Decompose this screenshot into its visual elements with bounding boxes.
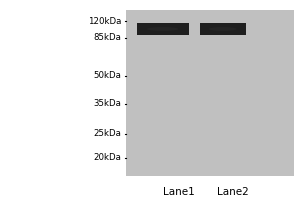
Text: 35kDa: 35kDa [94, 99, 122, 108]
Text: 85kDa: 85kDa [94, 33, 122, 43]
Text: Lane2: Lane2 [217, 187, 248, 197]
Text: 25kDa: 25kDa [94, 130, 122, 138]
Bar [136, 23, 189, 34]
Ellipse shape [209, 27, 237, 31]
Text: Lane1: Lane1 [163, 187, 194, 197]
Text: 20kDa: 20kDa [94, 154, 122, 162]
Bar [200, 23, 246, 34]
Text: 120kDa: 120kDa [88, 17, 122, 25]
Text: 50kDa: 50kDa [94, 72, 122, 80]
Ellipse shape [147, 27, 178, 31]
Bar [126, 10, 294, 176]
